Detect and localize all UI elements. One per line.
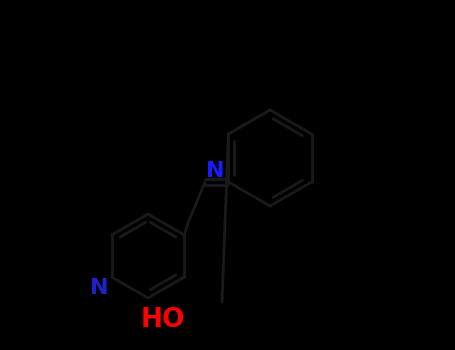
Text: HO: HO — [141, 307, 185, 333]
Text: N: N — [90, 278, 109, 298]
Text: N: N — [206, 161, 224, 181]
